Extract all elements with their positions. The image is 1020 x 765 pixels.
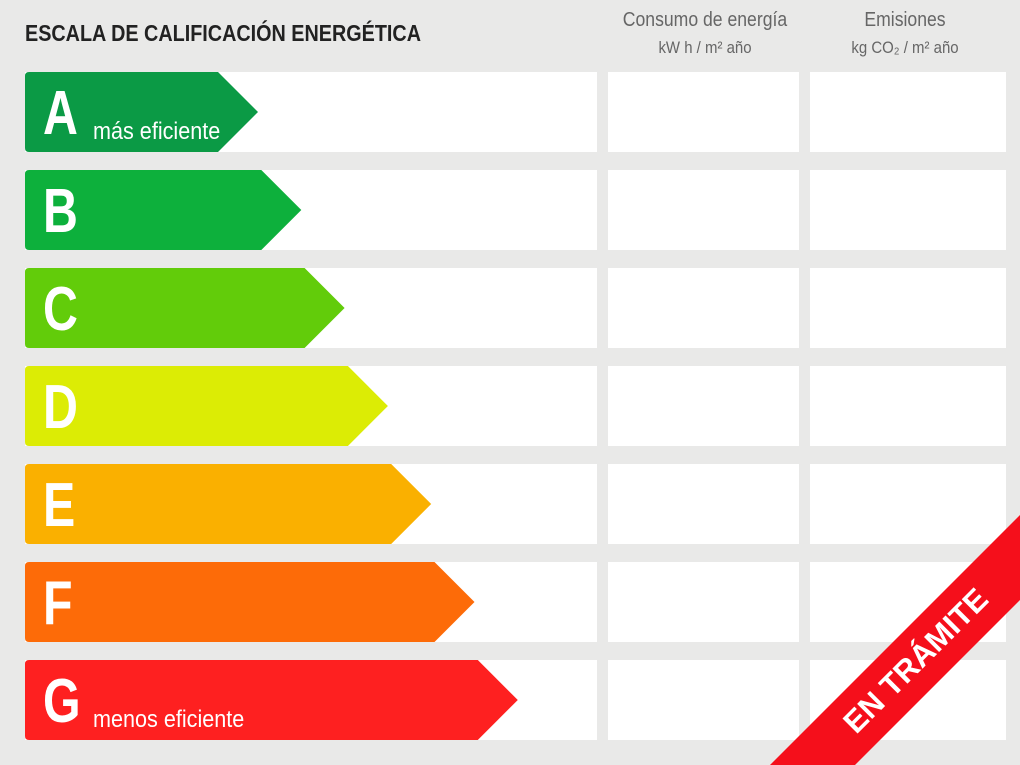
consumo-cell-g: [608, 660, 799, 740]
consumo-cell-f: [608, 562, 799, 642]
rating-arrow: [25, 72, 258, 152]
rating-letter: A: [43, 79, 78, 148]
emisiones-unit: kg CO₂ / m² año: [851, 38, 959, 57]
rating-arrow: [25, 170, 302, 250]
banner-ribbon: [770, 515, 1020, 765]
rating-row-d: D: [25, 366, 597, 446]
rating-letter: E: [43, 471, 76, 540]
consumo-cell-e: [608, 464, 799, 544]
rating-letter: D: [43, 373, 78, 442]
rating-arrow-shape: [25, 268, 345, 348]
rating-description: más eficiente: [93, 118, 221, 145]
page-title: ESCALA DE CALIFICACIÓN ENERGÉTICA: [25, 20, 421, 46]
rating-arrow: [25, 660, 518, 740]
rating-arrow: [25, 464, 432, 544]
emisiones-title: Emisiones: [864, 9, 946, 31]
emisiones-cell-b: [810, 170, 1006, 250]
consumo-title: Consumo de energía: [622, 9, 788, 31]
emisiones-cell-e: [810, 464, 1006, 544]
rating-arrow-shape: [25, 660, 518, 740]
rating-arrow: [25, 268, 345, 348]
rating-description: menos eficiente: [93, 706, 245, 733]
consumo-unit: kW h / m² año: [658, 38, 752, 57]
rating-arrow-shape: [25, 170, 302, 250]
rating-arrow-shape: [25, 366, 388, 446]
rating-arrow-shape: [25, 72, 258, 152]
emisiones-column-header: Emisiones kg CO₂ / m² año: [817, 6, 993, 62]
rating-row-f: F: [25, 562, 597, 642]
rating-row-e: E: [25, 464, 597, 544]
emisiones-cell-d: [810, 366, 1006, 446]
rating-letter: C: [43, 275, 78, 344]
rating-row-b: B: [25, 170, 597, 250]
consumo-column-header: Consumo de energía kW h / m² año: [613, 6, 798, 62]
emisiones-cell-a: [810, 72, 1006, 152]
rating-arrow-shape: [25, 562, 475, 642]
consumo-cell-d: [608, 366, 799, 446]
consumo-cell-c: [608, 268, 799, 348]
rating-letter: B: [43, 177, 78, 246]
rating-arrow: [25, 562, 475, 642]
rating-row-c: C: [25, 268, 597, 348]
rating-arrow: [25, 366, 388, 446]
consumo-cell-a: [608, 72, 799, 152]
rating-letter: G: [43, 667, 81, 736]
en-tramite-banner: [770, 515, 1020, 765]
rating-arrow-shape: [25, 464, 432, 544]
consumo-cell-b: [608, 170, 799, 250]
emisiones-cell-c: [810, 268, 1006, 348]
rating-letter: F: [43, 569, 73, 638]
